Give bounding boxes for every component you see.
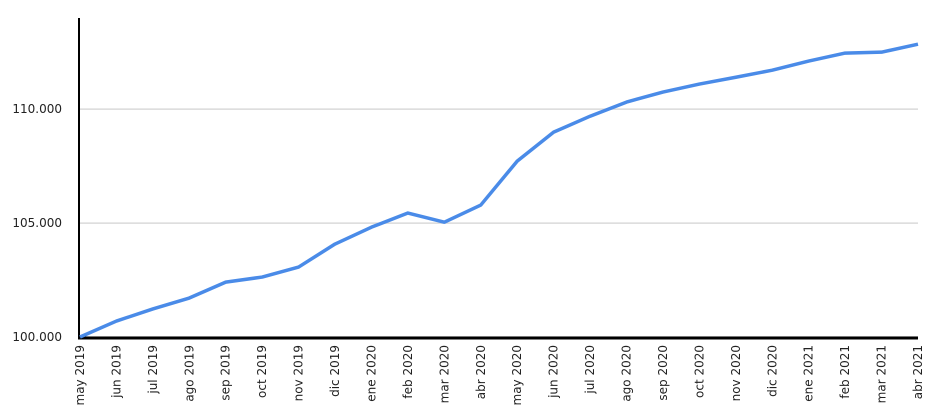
x-tick-label: oct 2020 <box>692 345 706 398</box>
x-tick-label: dic 2020 <box>765 345 779 397</box>
x-tick-label: mar 2020 <box>437 345 451 403</box>
x-tick-label: jun 2019 <box>109 345 123 399</box>
y-tick-label: 100.000 <box>12 330 62 344</box>
x-tick-label: abr 2021 <box>911 345 925 399</box>
x-tick-label: sep 2019 <box>219 345 233 401</box>
x-tick-label: mar 2021 <box>875 345 889 403</box>
y-tick-label: 110.000 <box>12 102 62 116</box>
x-tick-label: oct 2019 <box>255 345 269 398</box>
x-tick-label: ago 2019 <box>182 345 196 402</box>
x-tick-label: jul 2019 <box>146 345 160 395</box>
x-tick-label: sep 2020 <box>656 345 670 401</box>
x-tick-label: may 2019 <box>73 345 87 406</box>
x-tick-label: may 2020 <box>510 345 524 406</box>
x-tick-label: ago 2020 <box>620 345 634 402</box>
x-tick-label: feb 2020 <box>401 345 415 399</box>
x-tick-label: nov 2020 <box>729 345 743 401</box>
x-tick-label: ene 2020 <box>364 345 378 402</box>
x-tick-label: ene 2021 <box>802 345 816 402</box>
y-tick-label: 105.000 <box>12 216 62 230</box>
x-tick-label: dic 2019 <box>328 345 342 397</box>
x-tick-label: feb 2021 <box>838 345 852 399</box>
x-tick-label: nov 2019 <box>292 345 306 401</box>
x-tick-label: jul 2020 <box>583 345 597 395</box>
x-tick-label: jun 2020 <box>547 345 561 399</box>
line <box>79 42 919 339</box>
x-tick-label: abr 2020 <box>474 345 488 399</box>
